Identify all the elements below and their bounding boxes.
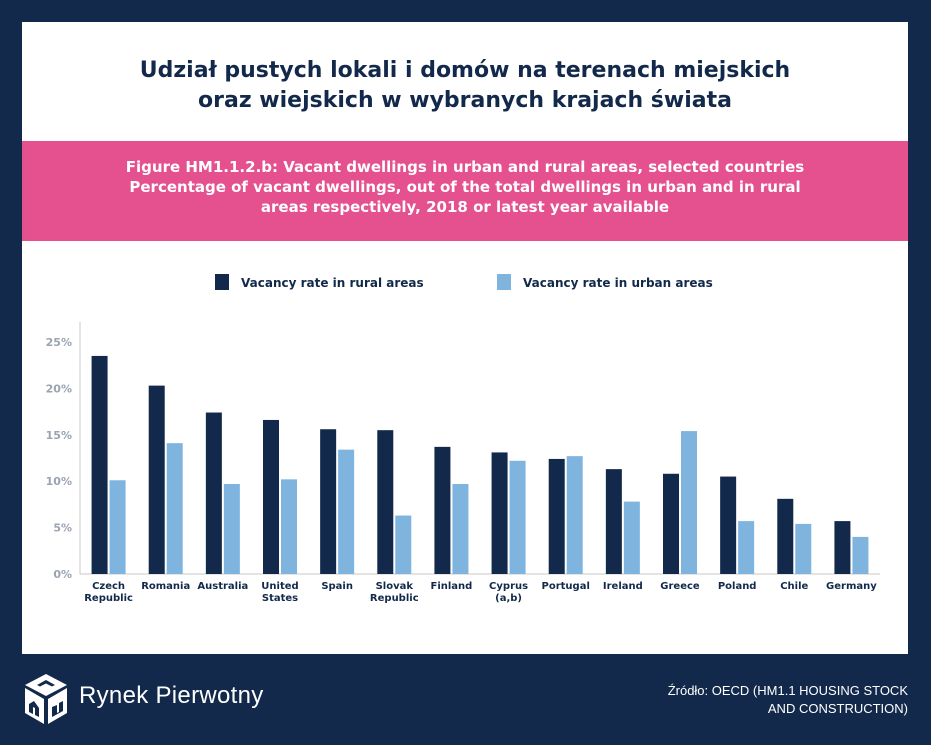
bar-urban xyxy=(623,501,640,574)
bar-urban xyxy=(509,460,526,574)
bar-rural xyxy=(377,430,394,574)
legend-label-rural: Vacancy rate in rural areas xyxy=(241,276,424,290)
x-tick-label: Slovak xyxy=(376,581,414,592)
figure-caption-line1: Figure HM1.1.2.b: Vacant dwellings in ur… xyxy=(125,158,805,176)
bar-rural xyxy=(148,385,165,574)
figure-banner: Figure HM1.1.2.b: Vacant dwellings in ur… xyxy=(22,141,908,241)
bar-urban xyxy=(566,456,583,574)
x-tick-label: Republic xyxy=(370,593,419,604)
x-tick-label: Poland xyxy=(718,581,757,592)
source-line2: AND CONSTRUCTION) xyxy=(767,701,908,716)
x-tick-label: Chile xyxy=(780,581,808,592)
source-line1: Źródło: OECD (HM1.1 HOUSING STOCK xyxy=(667,683,908,698)
bar-urban xyxy=(281,479,297,574)
x-tick-label: (a,b) xyxy=(495,593,522,604)
chart-card: Udział pustych lokali i domów na terenac… xyxy=(22,22,908,654)
x-tick-label: Germany xyxy=(826,581,877,592)
bar-urban xyxy=(166,443,183,574)
x-tick-label: States xyxy=(262,593,298,604)
legend-swatch-urban xyxy=(497,274,511,290)
bar-rural xyxy=(91,355,108,574)
legend-label-urban: Vacancy rate in urban areas xyxy=(523,276,713,290)
bar-rural xyxy=(548,458,565,574)
x-tick-label: Ireland xyxy=(603,581,643,592)
bar-rural xyxy=(320,429,337,574)
bar-urban xyxy=(738,521,755,574)
bar-urban xyxy=(109,480,126,574)
bar-rural xyxy=(663,473,679,574)
page-title-line1: Udział pustych lokali i domów na terenac… xyxy=(139,58,791,83)
y-tick-label: 25% xyxy=(46,336,72,349)
bar-rural xyxy=(263,419,279,574)
footer: Rynek Pierwotny Źródło: OECD (HM1.1 HOUS… xyxy=(0,654,931,745)
x-tick-label: Australia xyxy=(197,581,248,592)
cube-logo-icon xyxy=(25,674,67,724)
bar-urban xyxy=(395,515,412,574)
x-tick-label: Republic xyxy=(84,593,133,604)
figure-caption-line2: Percentage of vacant dwellings, out of t… xyxy=(129,178,801,196)
bar-urban xyxy=(795,523,812,574)
bar-rural xyxy=(491,452,508,574)
legend-swatch-rural xyxy=(215,274,229,290)
x-tick-label: United xyxy=(261,581,298,592)
bar-urban xyxy=(681,431,697,574)
source-note: Źródło: OECD (HM1.1 HOUSING STOCK AND CO… xyxy=(588,682,908,718)
x-tick-label: Cyprus xyxy=(489,581,528,592)
x-tick-label: Greece xyxy=(660,581,700,592)
y-tick-label: 0% xyxy=(53,568,72,581)
bar-urban xyxy=(852,536,869,574)
page-title: Udział pustych lokali i domów na terenac… xyxy=(22,56,908,116)
page-title-line2: oraz wiejskich w wybranych krajach świat… xyxy=(198,88,732,113)
bar-rural xyxy=(605,469,622,574)
brand-name: Rynek Pierwotny xyxy=(79,682,264,709)
y-tick-label: 15% xyxy=(46,429,72,442)
y-tick-label: 10% xyxy=(46,475,72,488)
x-tick-label: Czech xyxy=(92,581,125,592)
x-tick-label: Spain xyxy=(321,581,353,592)
bar-urban xyxy=(338,449,355,574)
bar-rural xyxy=(434,446,451,574)
bar-rural xyxy=(720,476,737,574)
y-tick-label: 5% xyxy=(53,522,72,535)
bar-urban xyxy=(452,483,469,574)
x-tick-label: Romania xyxy=(141,581,190,592)
figure-caption-line3: areas respectively, 2018 or latest year … xyxy=(260,198,670,216)
y-tick-label: 20% xyxy=(46,382,72,395)
bar-rural xyxy=(777,498,794,574)
bar-urban xyxy=(223,483,240,574)
bar-rural xyxy=(834,521,851,574)
x-tick-label: Finland xyxy=(431,581,473,592)
x-tick-label: Portugal xyxy=(542,581,590,592)
bar-rural xyxy=(205,412,222,574)
